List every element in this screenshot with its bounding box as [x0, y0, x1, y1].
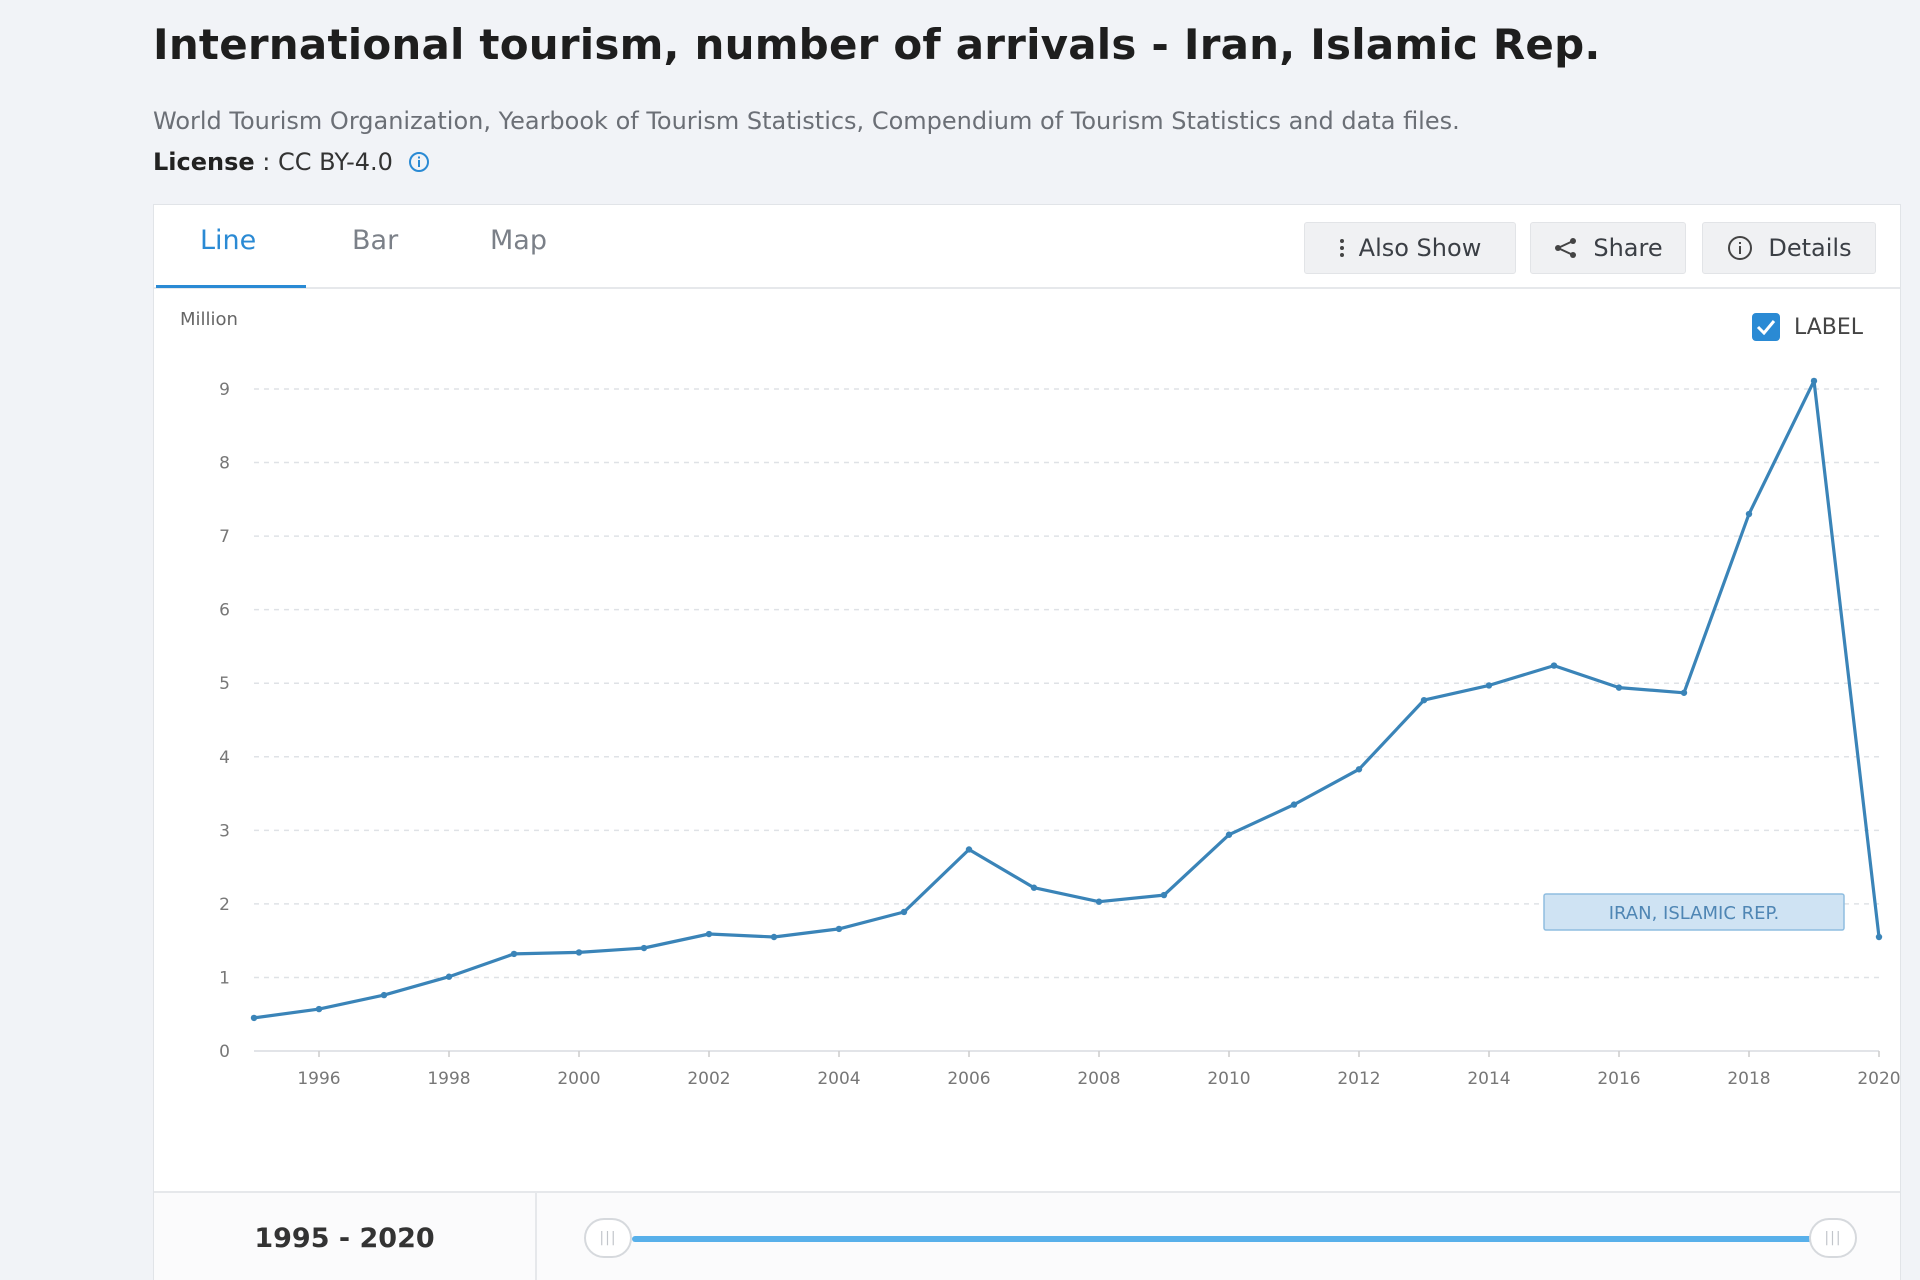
page-title: International tourism, number of arrival…	[153, 20, 1601, 69]
range-label: 1995 - 2020	[154, 1193, 537, 1280]
x-tick-label: 1998	[427, 1069, 470, 1089]
data-point	[1420, 696, 1428, 704]
y-tick-label: 1	[219, 968, 230, 988]
share-label: Share	[1593, 234, 1663, 262]
data-point	[1550, 662, 1558, 669]
data-point	[900, 908, 908, 916]
x-tick-label: 2014	[1467, 1069, 1510, 1089]
y-tick-label: 4	[219, 748, 230, 768]
data-point	[770, 933, 778, 941]
data-point	[315, 1005, 323, 1013]
data-point	[1095, 898, 1103, 905]
data-point	[1290, 801, 1298, 808]
x-tick-label: 1996	[297, 1069, 340, 1089]
more-vertical-icon	[1339, 239, 1344, 257]
series-label: IRAN, ISLAMIC REP.	[1609, 903, 1780, 924]
data-point	[965, 846, 973, 853]
tab-line[interactable]: Line	[200, 225, 257, 256]
data-point	[1225, 831, 1233, 838]
data-point	[835, 925, 843, 933]
data-point	[1160, 891, 1168, 899]
y-tick-label: 3	[219, 821, 230, 841]
info-icon[interactable]	[407, 150, 431, 174]
y-tick-label: 5	[219, 674, 230, 694]
range-slider-end-handle[interactable]: |||	[1809, 1218, 1857, 1258]
y-tick-label: 9	[219, 380, 230, 400]
data-point	[1615, 684, 1623, 691]
label-toggle[interactable]: LABEL	[1752, 313, 1863, 341]
data-point	[1875, 933, 1883, 941]
share-button[interactable]: Share	[1530, 222, 1686, 274]
data-point	[1030, 884, 1038, 891]
details-label: Details	[1768, 234, 1852, 262]
license-line: License : CC BY-4.0	[153, 148, 431, 176]
data-point	[640, 944, 648, 952]
y-unit-label: Million	[180, 309, 238, 330]
x-tick-label: 2002	[687, 1069, 730, 1089]
y-tick-label: 7	[219, 527, 230, 547]
series-line	[253, 379, 1881, 1020]
data-point	[705, 930, 713, 938]
data-point	[1485, 682, 1493, 689]
y-tick-label: 2	[219, 895, 230, 915]
data-point	[1745, 510, 1753, 518]
line-chart: Million 0 1 2 3 4 5 6 7 8 9 1996 1998 2000 2002 2004 200…	[180, 309, 1901, 1089]
x-tick-label: 2006	[947, 1069, 990, 1089]
x-tick-label: 2000	[557, 1069, 600, 1089]
data-point	[1355, 766, 1363, 773]
label-checkbox[interactable]	[1752, 313, 1780, 341]
source-text: World Tourism Organization, Yearbook of …	[153, 107, 1460, 135]
data-point	[1810, 377, 1818, 385]
y-tick-label: 6	[219, 601, 230, 621]
x-tick-label: 2012	[1337, 1069, 1380, 1089]
info-circle-icon	[1728, 236, 1753, 260]
data-point	[1680, 689, 1688, 696]
details-button[interactable]: Details	[1702, 222, 1876, 274]
y-tick-label: 8	[219, 454, 230, 474]
label-toggle-text: LABEL	[1794, 314, 1864, 340]
x-tick-label: 2016	[1597, 1069, 1640, 1089]
series-label-box	[1543, 893, 1845, 931]
range-slider-track[interactable]	[632, 1236, 1832, 1242]
license-label: License	[153, 148, 255, 176]
data-point	[575, 949, 583, 956]
tab-bar-chart[interactable]: Bar	[352, 225, 399, 256]
tab-bar: Line Bar Map Also Show Share Details	[154, 205, 1900, 289]
also-show-label: Also Show	[1358, 234, 1482, 262]
range-slider-start-handle[interactable]: |||	[584, 1218, 632, 1258]
also-show-button[interactable]: Also Show	[1304, 222, 1516, 274]
active-tab-indicator	[156, 285, 306, 288]
chart-card: Line Bar Map Also Show Share Details LAB…	[153, 204, 1901, 1280]
license-value: CC BY-4.0	[278, 148, 393, 176]
share-icon	[1555, 238, 1577, 258]
data-point	[445, 973, 453, 980]
y-tick-label: 0	[219, 1042, 230, 1062]
data-point	[380, 991, 388, 999]
x-tick-label: 2018	[1727, 1069, 1770, 1089]
data-point	[250, 1014, 258, 1022]
data-point	[510, 950, 518, 958]
license-separator: :	[254, 148, 279, 176]
tab-map[interactable]: Map	[490, 225, 547, 256]
x-tick-label: 2004	[817, 1069, 860, 1089]
x-tick-label: 2008	[1077, 1069, 1120, 1089]
range-footer: 1995 - 2020 ||| |||	[154, 1191, 1900, 1280]
x-tick-label: 2020	[1857, 1069, 1900, 1089]
check-icon	[1756, 320, 1776, 335]
x-tick-label: 2010	[1207, 1069, 1250, 1089]
